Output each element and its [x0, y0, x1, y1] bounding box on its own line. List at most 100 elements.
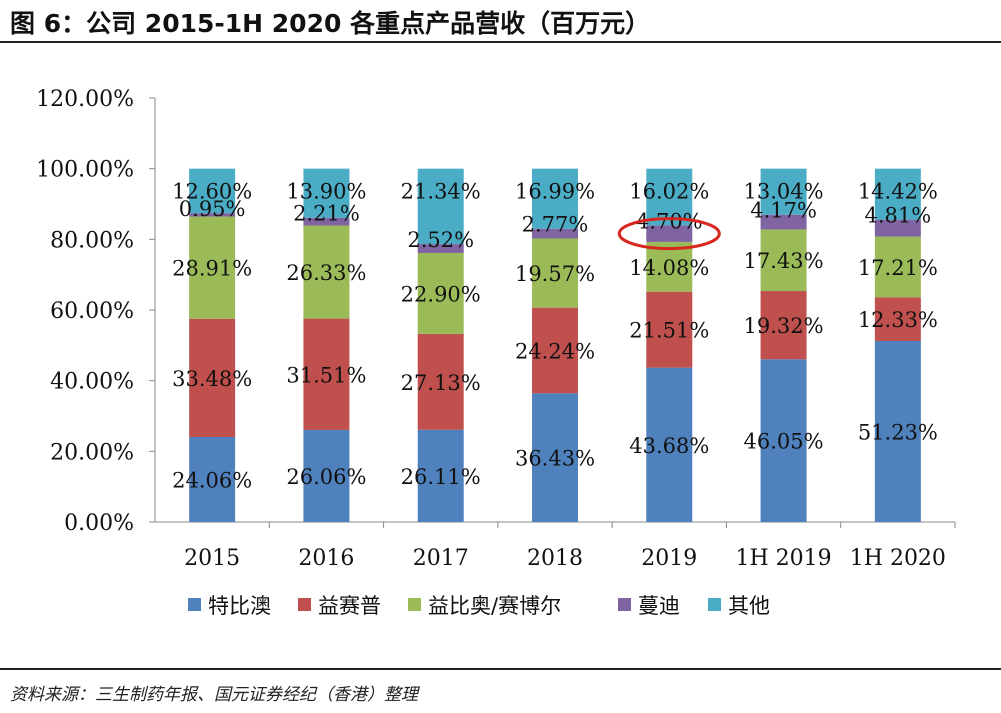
highlight-ellipse: [617, 217, 721, 251]
x-tick-label: 2018: [527, 546, 583, 571]
data-label: 14.42%: [858, 180, 938, 204]
y-tick-label: 20.00%: [50, 440, 134, 465]
bar-segment: [646, 168, 693, 226]
legend-swatch: [618, 598, 631, 611]
data-label: 43.68%: [629, 434, 709, 458]
data-label: 19.57%: [515, 262, 595, 286]
chart-axes: 0.00% 20.00% 40.00% 60.00% 80.00% 100.00% 120.…: [36, 87, 956, 571]
bar-segment: [303, 168, 350, 218]
bar-segment: [417, 168, 464, 245]
data-label: 21.34%: [401, 180, 481, 204]
bar-segment: [303, 429, 350, 522]
x-tick-label: 2016: [298, 546, 354, 571]
x-tick-label: 1H 2020: [850, 546, 946, 571]
bar-segment: [303, 217, 350, 226]
legend-swatch: [188, 598, 201, 611]
data-label: 36.43%: [515, 447, 595, 471]
bar-segment: [532, 168, 578, 229]
legend-label: 益比奥/赛博尔: [428, 594, 561, 618]
data-label: 24.24%: [515, 339, 595, 363]
legend-swatch: [408, 598, 421, 611]
bar-segment: [760, 168, 807, 215]
bar-segment: [189, 216, 236, 319]
data-label: 26.06%: [286, 465, 366, 489]
bar-segment: [874, 340, 921, 522]
data-label: 13.04%: [744, 180, 824, 204]
legend-swatch: [298, 598, 311, 611]
x-tick-label: 2017: [413, 546, 469, 571]
data-label: 51.23%: [858, 420, 938, 444]
data-label: 21.51%: [629, 319, 709, 343]
chart-data-labels: 24.06% 33.48% 28.91% 0.95%12.60% 26.06% 31.51…: [172, 180, 938, 493]
bar-segment: [532, 228, 578, 239]
data-label: 2.21%: [293, 202, 360, 226]
bar-segment: [532, 238, 578, 308]
bar-segment: [874, 297, 921, 341]
bar-segment: [760, 291, 807, 360]
bar-segment: [760, 214, 807, 230]
legend-label: 其他: [728, 594, 770, 618]
legend-label: 益赛普: [318, 594, 381, 618]
y-tick-label: 80.00%: [50, 228, 134, 253]
bar-segment: [417, 333, 464, 430]
data-label: 16.99%: [515, 180, 595, 204]
x-tick-label: 1H 2019: [735, 546, 831, 571]
bar-segment: [646, 291, 693, 368]
chart-annotation: [617, 217, 721, 251]
data-label: 4.17%: [750, 199, 817, 223]
bar-segment: [303, 225, 350, 319]
data-label: 16.02%: [629, 180, 709, 204]
footer-rule: [0, 668, 1001, 670]
bar-segment: [189, 436, 236, 522]
legend-label: 特比澳: [208, 594, 271, 618]
bar-segment: [189, 213, 236, 217]
data-label: 31.51%: [286, 363, 366, 387]
data-label: 26.33%: [286, 261, 366, 285]
data-label: 17.21%: [858, 256, 938, 280]
data-label: 0.95%: [179, 197, 246, 221]
bar-segment: [874, 236, 921, 298]
y-tick-label: 60.00%: [50, 299, 134, 324]
data-label: 4.81%: [864, 204, 931, 228]
data-label: 19.32%: [744, 314, 824, 338]
data-label: 46.05%: [744, 430, 824, 454]
legend-label: 蔓迪: [638, 594, 680, 618]
title-rule: [0, 41, 1001, 43]
bar-segment: [532, 307, 578, 394]
bar-segment: [189, 168, 236, 214]
y-tick-label: 40.00%: [50, 370, 134, 395]
x-tick-label: 2019: [641, 546, 697, 571]
data-label: 28.91%: [172, 257, 252, 281]
bar-segment: [874, 168, 921, 220]
data-label: 22.90%: [401, 282, 481, 306]
figure-title: 图 6：公司 2015-1H 2020 各重点产品营收（百万元）: [10, 9, 651, 38]
bar-segment: [303, 318, 350, 430]
bar-segment: [189, 318, 236, 437]
bar-segment: [417, 429, 464, 522]
bar-segment: [874, 219, 921, 237]
data-label: 2.52%: [407, 228, 474, 252]
bar-segment: [760, 359, 807, 522]
bar-segment: [417, 252, 464, 334]
data-label: 12.33%: [858, 308, 938, 332]
y-tick-label: 100.00%: [36, 158, 134, 183]
data-label: 2.77%: [522, 213, 589, 237]
bar-segment: [646, 367, 693, 522]
legend-swatch: [708, 598, 721, 611]
bar-segment: [417, 244, 464, 253]
data-label: 26.11%: [401, 465, 481, 489]
chart-legend: 特比澳 益赛普 益比奥/赛博尔 蔓迪 其他: [188, 594, 770, 618]
source-note: 资料来源：三生制药年报、国元证券经纪（香港）整理: [10, 685, 418, 705]
bar-segment: [646, 241, 693, 292]
chart-bars: [189, 168, 921, 522]
data-label: 24.06%: [172, 468, 252, 492]
bar-segment: [646, 225, 693, 242]
data-label: 13.90%: [286, 180, 366, 204]
data-label: 14.08%: [629, 256, 709, 280]
y-tick-label: 120.00%: [36, 87, 134, 112]
data-label: 12.60%: [172, 180, 252, 204]
x-tick-label: 2015: [184, 546, 240, 571]
data-label: 33.48%: [172, 367, 252, 391]
bar-segment: [532, 393, 578, 522]
